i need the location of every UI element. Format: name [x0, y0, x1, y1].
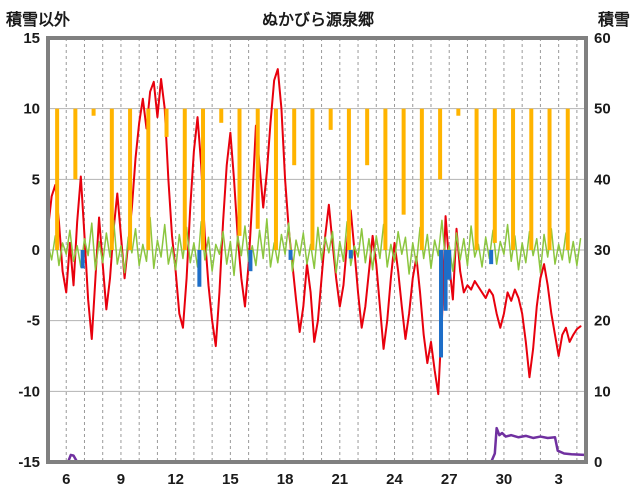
right-axis-tick: 0	[594, 454, 602, 471]
x-axis-tick: 15	[222, 471, 239, 488]
orange_bars	[273, 108, 278, 251]
plot-frame	[46, 36, 588, 464]
orange_bars	[128, 108, 133, 251]
left-axis-tick: -10	[18, 383, 40, 400]
blue_bars	[80, 250, 85, 269]
orange_bars	[529, 108, 534, 251]
orange_bars	[146, 108, 151, 251]
orange_bars	[401, 108, 406, 215]
red_line	[47, 68, 582, 396]
right-axis-tick: 50	[594, 101, 611, 118]
orange_bars	[456, 108, 461, 116]
x-axis-tick: 24	[386, 471, 403, 488]
x-axis-tick: 9	[117, 471, 125, 488]
orange_bars	[474, 108, 479, 251]
x-axis-tick: 18	[277, 471, 294, 488]
purple_line	[46, 426, 586, 464]
orange_bars	[237, 108, 242, 236]
blue_bars	[288, 250, 293, 260]
x-axis-tick: 12	[167, 471, 184, 488]
orange_bars	[438, 108, 443, 180]
right-axis-tick: 60	[594, 30, 611, 47]
right-axis-tick: 30	[594, 242, 611, 259]
orange_bars	[73, 108, 78, 180]
chart-title: ぬかびら源泉郷	[261, 12, 374, 29]
x-axis-tick: 27	[441, 471, 458, 488]
left-axis-tick: 0	[32, 242, 40, 259]
orange_bars	[346, 108, 351, 251]
orange_bars	[109, 108, 114, 251]
orange_bars	[492, 108, 497, 243]
x-axis-tick: 30	[496, 471, 513, 488]
orange_bars	[365, 108, 370, 166]
blue_bars	[447, 250, 452, 280]
x-axis-tick: 3	[554, 471, 562, 488]
orange_bars	[182, 108, 187, 251]
green_line	[47, 216, 582, 277]
orange_bars	[255, 108, 260, 229]
blue_bars	[248, 250, 253, 272]
x-axis-tick: 21	[331, 471, 348, 488]
orange_bars	[91, 108, 96, 116]
orange_bars	[565, 108, 570, 251]
orange_bars	[55, 108, 60, 251]
left-axis-tick: 15	[23, 30, 40, 47]
left-axis-tick: 10	[23, 101, 40, 118]
orange_bars	[511, 108, 516, 251]
right-axis-tick: 40	[594, 171, 611, 188]
orange_bars	[383, 108, 388, 251]
orange_bars	[292, 108, 297, 166]
left-axis-tick: 5	[32, 171, 40, 188]
blue_bars	[439, 250, 444, 358]
left-axis-tick: -15	[18, 454, 40, 471]
orange_bars	[164, 108, 169, 137]
blue_bars	[197, 250, 202, 287]
orange_bars	[201, 108, 206, 251]
blue_bars	[489, 250, 494, 265]
right-axis-tick: 10	[594, 383, 611, 400]
orange_bars	[219, 108, 224, 123]
blue_bars	[348, 250, 353, 259]
blue_bars	[443, 250, 448, 311]
x-axis-tick: 6	[62, 471, 70, 488]
orange_bars	[547, 108, 552, 251]
right-axis-title: 積雪	[597, 12, 630, 29]
orange_bars	[328, 108, 333, 130]
orange_bars	[310, 108, 315, 251]
right-axis-tick: 20	[594, 313, 611, 330]
left-axis-title: 積雪以外	[6, 12, 71, 29]
orange_bars	[419, 108, 424, 251]
left-axis-tick: -5	[27, 313, 40, 330]
